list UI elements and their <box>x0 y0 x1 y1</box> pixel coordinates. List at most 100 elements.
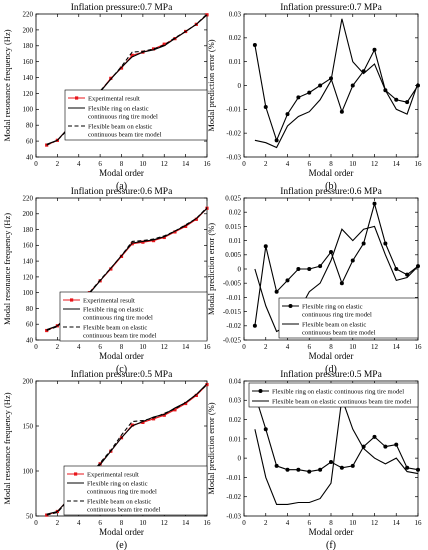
x-tick-label: 6 <box>98 519 102 527</box>
x-tick-label: 2 <box>56 343 60 351</box>
y-tick-label: 60 <box>26 321 34 329</box>
y-tick-label: -0.015 <box>223 308 242 316</box>
data-point <box>205 383 209 387</box>
y-tick-label: 0.01 <box>229 435 242 443</box>
legend: Experimental result Flexible ring on elas… <box>64 89 208 141</box>
x-tick-label: 10 <box>349 519 357 527</box>
data-point <box>194 393 198 397</box>
y-tick-label: -0.01 <box>226 106 241 114</box>
y-tick-label: 0 <box>238 265 242 273</box>
x-tick-label: 0 <box>34 160 38 168</box>
y-tick-label: -0.01 <box>226 294 241 302</box>
x-tick-label: 2 <box>264 519 268 527</box>
y-tick-label: 0.005 <box>225 251 241 259</box>
data-point <box>173 408 177 412</box>
data-point <box>151 47 156 51</box>
x-tick-label: 0 <box>242 519 246 527</box>
y-tick-label: 100 <box>23 289 34 297</box>
series-line <box>254 394 419 473</box>
x-tick-label: 16 <box>204 519 212 527</box>
data-point <box>394 97 399 102</box>
x-tick-label: 12 <box>371 160 379 168</box>
series-line <box>254 18 419 149</box>
y-tick-label: -0.02 <box>226 493 241 501</box>
plot-frame <box>243 13 419 158</box>
data-point <box>263 104 268 109</box>
data-point <box>252 323 257 328</box>
x-tick-label: 8 <box>120 160 124 168</box>
chart-title: Inflation pressure:0.5 MPa <box>280 369 382 380</box>
data-point <box>307 267 312 271</box>
panel-label: (d) <box>325 364 337 375</box>
legend-label: Experimental result <box>88 95 140 102</box>
data-point <box>141 240 145 244</box>
data-point <box>285 112 290 117</box>
data-point <box>274 138 279 143</box>
data-point <box>394 442 399 447</box>
x-axis-label: Modal order <box>309 527 354 537</box>
x-tick-label: 16 <box>415 519 423 527</box>
x-tick-label: 12 <box>161 160 169 168</box>
data-point <box>263 244 268 249</box>
data-point <box>372 47 377 52</box>
panel-a: Inflation pressure:0.7 MPa 0 2 4 6 8 10 12 14 16 4… <box>2 2 211 192</box>
legend-label: Flexible beam on elastic continuous beam … <box>302 321 376 336</box>
x-axis-label: Modal order <box>309 351 354 361</box>
panel-label: (f) <box>326 540 336 550</box>
x-tick-label: 16 <box>204 343 212 351</box>
x-tick-label: 8 <box>120 343 124 351</box>
y-tick-label: 0.01 <box>229 58 242 66</box>
legend-label: Flexible ring on elastic continuous ring … <box>83 306 153 321</box>
legend-label: Flexible beam on elastic continuous beam … <box>83 324 157 339</box>
data-point <box>263 427 268 432</box>
data-point <box>173 230 177 234</box>
x-tick-label: 0 <box>242 160 246 168</box>
y-tick-label: 80 <box>26 122 34 130</box>
data-point <box>318 83 323 88</box>
y-tick-label: 100 <box>23 106 34 114</box>
legend-label: Flexible ring on elastic continuous ring … <box>88 105 158 120</box>
data-point <box>339 465 344 470</box>
y-tick-label: -0.005 <box>223 280 242 288</box>
panel-label: (b) <box>325 181 337 192</box>
legend-box <box>63 465 208 516</box>
x-tick-label: 8 <box>329 519 333 527</box>
y-tick-label: 140 <box>23 258 34 266</box>
y-tick-label: 0 <box>238 455 242 463</box>
y-tick-label: 0.02 <box>229 209 242 217</box>
legend: Flexible ring on elastic continuous ring… <box>248 382 419 408</box>
y-tick-label: 0.02 <box>229 34 242 42</box>
data-point <box>296 267 301 271</box>
data-point <box>45 328 49 333</box>
y-tick-label: 200 <box>23 377 34 385</box>
data-point <box>350 463 355 468</box>
y-tick-label: -0.02 <box>226 130 241 138</box>
x-tick-label: 6 <box>308 519 312 527</box>
x-tick-label: 14 <box>393 343 401 351</box>
data-point <box>416 467 420 472</box>
data-point <box>350 258 355 263</box>
chart-title: Inflation pressure:0.6 MPa <box>71 186 173 197</box>
data-point <box>184 224 188 228</box>
y-tick-label: 0.015 <box>225 223 241 231</box>
y-axis-label: Modal prediction error (%) <box>206 39 216 131</box>
data-point <box>350 83 355 88</box>
legend-label: Flexible ring on elastic continuous ring … <box>302 303 372 318</box>
legend-marker <box>70 298 74 302</box>
x-tick-label: 14 <box>182 519 190 527</box>
series-line <box>254 201 419 326</box>
x-tick-label: 2 <box>56 160 60 168</box>
panel-b: Inflation pressure:0.7 MPa 0 2 4 6 8 10 12 14 16 -… <box>206 2 422 192</box>
legend-box <box>59 291 208 342</box>
x-tick-label: 4 <box>286 160 290 168</box>
legend: Experimental result Flexible ring on elas… <box>59 291 208 342</box>
data-point <box>205 13 209 17</box>
y-tick-label: 50 <box>26 512 34 520</box>
x-tick-label: 16 <box>415 160 423 168</box>
data-point <box>285 467 290 472</box>
data-point <box>162 42 166 46</box>
x-axis-label: Modal order <box>99 351 144 361</box>
y-tick-label: 200 <box>23 26 34 34</box>
y-tick-label: 0.03 <box>229 397 242 405</box>
x-tick-label: 2 <box>264 343 268 351</box>
